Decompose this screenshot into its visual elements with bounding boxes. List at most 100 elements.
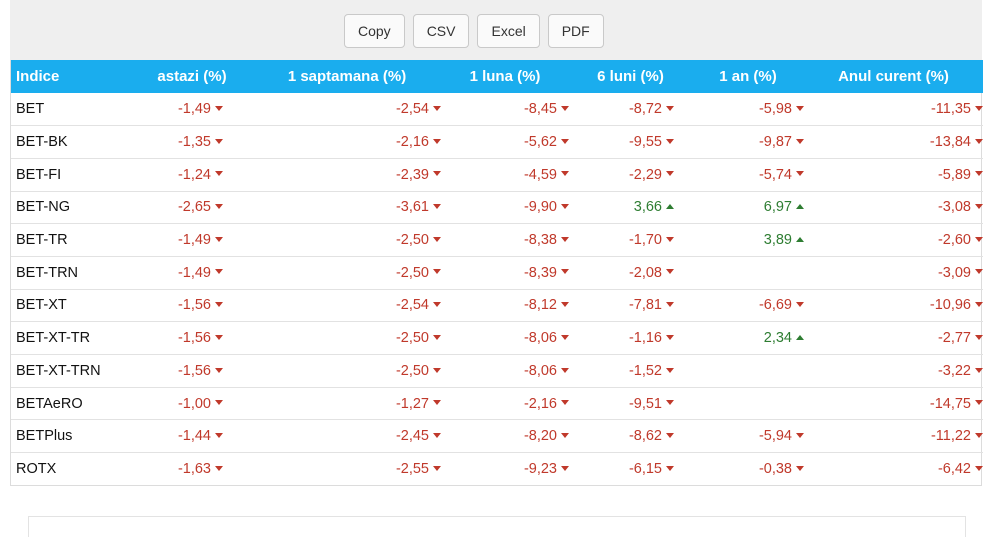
caret-down-icon — [975, 334, 983, 340]
caret-down-icon — [561, 465, 569, 471]
caret-down-icon — [215, 171, 223, 177]
caret-up-icon — [796, 204, 804, 210]
change-value: -2,39 — [395, 166, 429, 183]
export-button-group: Copy CSV Excel PDF — [344, 14, 604, 48]
caret-down-icon — [561, 204, 569, 210]
cell-anul-curent: -3,22 — [804, 354, 983, 388]
change-value: -8,12 — [523, 297, 557, 314]
index-name: BET-XT — [11, 289, 131, 323]
cell-1-an: -9,87 — [692, 125, 804, 159]
caret-up-icon — [796, 236, 804, 242]
cell-1-saptamana: -2,55 — [253, 453, 441, 486]
caret-down-icon — [433, 171, 441, 177]
caret-down-icon — [796, 432, 804, 438]
index-name: BET-NG — [11, 191, 131, 225]
change-value: -5,62 — [523, 134, 557, 151]
change-value: -8,06 — [523, 362, 557, 379]
cell-1-an: -0,38 — [692, 453, 804, 486]
change-value: -2,50 — [395, 330, 429, 347]
change-value: -2,65 — [177, 199, 211, 216]
caret-down-icon — [433, 432, 441, 438]
caret-down-icon — [433, 302, 441, 308]
change-value: 2,34 — [763, 330, 792, 347]
change-value: -9,55 — [628, 134, 662, 151]
cell-astazi: -1,00 — [131, 387, 253, 421]
cell-astazi: -2,65 — [131, 191, 253, 225]
cell-anul-curent: -10,96 — [804, 289, 983, 323]
cell-astazi: -1,49 — [131, 223, 253, 257]
copy-button[interactable]: Copy — [344, 14, 405, 48]
caret-down-icon — [975, 138, 983, 144]
change-value: -1,00 — [177, 395, 211, 412]
cell-1-luna: -5,62 — [441, 125, 569, 159]
change-value: -1,49 — [177, 264, 211, 281]
cell-astazi: -1,56 — [131, 354, 253, 388]
caret-down-icon — [561, 171, 569, 177]
change-value: -1,52 — [628, 362, 662, 379]
caret-down-icon — [666, 302, 674, 308]
change-value: -8,62 — [628, 428, 662, 445]
change-value: -3,08 — [937, 199, 971, 216]
cell-astazi: -1,49 — [131, 256, 253, 290]
change-value: -9,90 — [523, 199, 557, 216]
cell-astazi: -1,63 — [131, 453, 253, 486]
change-value: -9,23 — [523, 461, 557, 478]
change-value: -9,87 — [758, 134, 792, 151]
column-header-1-an[interactable]: 1 an (%) — [692, 60, 804, 93]
column-header-1-luna[interactable]: 1 luna (%) — [441, 60, 569, 93]
table-body: BET -1,49 -2,54 -8,45 -8,72 -5,98 -11,35 BET-BK… — [11, 93, 983, 485]
caret-down-icon — [975, 432, 983, 438]
caret-down-icon — [975, 465, 983, 471]
change-value: -8,72 — [628, 101, 662, 118]
cell-anul-curent: -14,75 — [804, 387, 983, 421]
change-value: -11,35 — [930, 101, 971, 118]
cell-1-saptamana: -1,27 — [253, 387, 441, 421]
caret-down-icon — [975, 269, 983, 275]
caret-down-icon — [796, 171, 804, 177]
excel-button[interactable]: Excel — [477, 14, 540, 48]
table-row: BET-FI -1,24 -2,39 -4,59 -2,29 -5,74 -5,89 — [11, 158, 983, 192]
table-header-row: Indice astazi (%) 1 saptamana (%) 1 luna… — [11, 60, 983, 93]
pdf-button[interactable]: PDF — [547, 14, 604, 48]
change-value: -1,56 — [177, 362, 211, 379]
column-header-astazi[interactable]: astazi (%) — [131, 60, 253, 93]
caret-down-icon — [433, 400, 441, 406]
cell-1-saptamana: -2,50 — [253, 354, 441, 388]
caret-down-icon — [561, 236, 569, 242]
cell-1-luna: -8,12 — [441, 289, 569, 323]
cell-1-luna: -8,39 — [441, 256, 569, 290]
change-value: -2,16 — [523, 395, 557, 412]
csv-button[interactable]: CSV — [412, 14, 470, 48]
caret-down-icon — [215, 269, 223, 275]
change-value: -1,56 — [177, 297, 211, 314]
change-value: -0,38 — [758, 461, 792, 478]
cell-6-luni: -8,62 — [569, 419, 692, 454]
cell-6-luni: -1,16 — [569, 321, 692, 355]
cell-1-saptamana: -2,54 — [253, 93, 441, 127]
change-value: -2,50 — [395, 264, 429, 281]
caret-down-icon — [975, 367, 983, 373]
column-header-anul-curent[interactable]: Anul curent (%) — [804, 60, 983, 93]
table-row: BETPlus -1,44 -2,45 -8,20 -8,62 -5,94 -11,22 — [11, 419, 983, 454]
caret-down-icon — [975, 236, 983, 242]
caret-down-icon — [561, 432, 569, 438]
change-value: 3,66 — [633, 199, 662, 216]
cell-6-luni: -9,55 — [569, 125, 692, 159]
change-value: -8,39 — [523, 264, 557, 281]
caret-down-icon — [796, 302, 804, 308]
change-value: -2,45 — [395, 428, 429, 445]
cell-astazi: -1,56 — [131, 321, 253, 355]
column-header-1-saptamana[interactable]: 1 saptamana (%) — [253, 60, 441, 93]
caret-down-icon — [666, 138, 674, 144]
cell-6-luni: -7,81 — [569, 289, 692, 323]
cell-1-an — [692, 387, 804, 421]
change-value: -2,16 — [395, 134, 429, 151]
cell-astazi: -1,44 — [131, 419, 253, 454]
change-value: -8,06 — [523, 330, 557, 347]
cell-astazi: -1,49 — [131, 93, 253, 127]
cell-1-an: 6,97 — [692, 191, 804, 225]
table-row: BET-NG -2,65 -3,61 -9,90 3,66 6,97 -3,08 — [11, 191, 983, 225]
column-header-6-luni[interactable]: 6 luni (%) — [569, 60, 692, 93]
column-header-indice[interactable]: Indice — [11, 60, 131, 93]
cell-1-luna: -8,38 — [441, 223, 569, 257]
